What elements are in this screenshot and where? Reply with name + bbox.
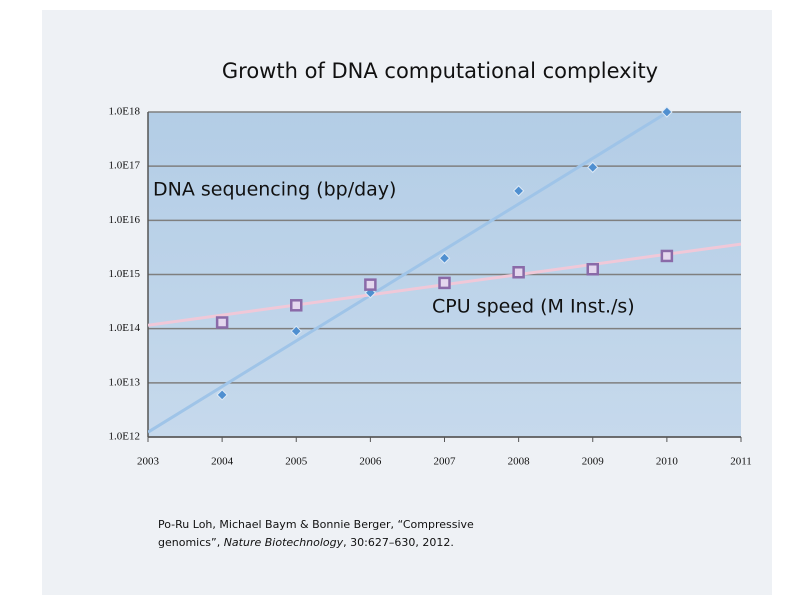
x-tick-label: 2007 xyxy=(434,456,457,468)
marker xyxy=(364,287,377,299)
marker xyxy=(512,185,525,197)
x-tick-label: 2005 xyxy=(285,456,308,468)
y-tick-label: 1.0E12 xyxy=(109,431,140,443)
y-tick-label: 1.0E18 xyxy=(109,106,141,118)
marker xyxy=(364,278,377,291)
marker xyxy=(438,252,451,264)
y-tick-label: 1.0E14 xyxy=(109,322,141,334)
x-tick-label: 2011 xyxy=(730,456,752,468)
annotation: CPU speed (M Inst./s) xyxy=(432,296,635,318)
annotation: DNA sequencing (bp/day) xyxy=(153,179,396,201)
citation: genomics”, xyxy=(158,536,224,549)
citation: , 30:627–630, 2012. xyxy=(343,536,454,549)
x-tick-label: 2008 xyxy=(508,456,531,468)
x-tick-label: 2009 xyxy=(582,456,605,468)
marker xyxy=(216,389,228,401)
marker xyxy=(586,263,599,276)
marker xyxy=(290,325,302,337)
marker xyxy=(290,299,303,312)
marker xyxy=(215,316,229,329)
y-tick-label: 1.0E17 xyxy=(109,160,141,172)
x-tick-label: 2004 xyxy=(211,456,234,468)
chart-title: Growth of DNA computational complexity xyxy=(222,59,658,83)
x-tick-label: 2010 xyxy=(656,456,679,468)
x-tick-label: 2006 xyxy=(359,456,382,468)
marker xyxy=(661,106,673,118)
citation: Nature Biotechnology xyxy=(224,536,344,549)
trendline xyxy=(148,112,671,434)
citation: Po-Ru Loh, Michael Baym & Bonnie Berger,… xyxy=(158,518,474,531)
marker xyxy=(660,249,674,263)
y-tick-label: 1.0E15 xyxy=(109,268,141,280)
marker xyxy=(587,161,599,174)
x-tick-label: 2003 xyxy=(137,456,160,468)
y-tick-label: 1.0E16 xyxy=(109,214,141,226)
citation: genomics”, Nature Biotechnology, 30:627–… xyxy=(158,536,454,549)
y-tick-label: 1.0E13 xyxy=(109,376,141,388)
marker xyxy=(438,276,451,290)
marker xyxy=(512,266,525,279)
